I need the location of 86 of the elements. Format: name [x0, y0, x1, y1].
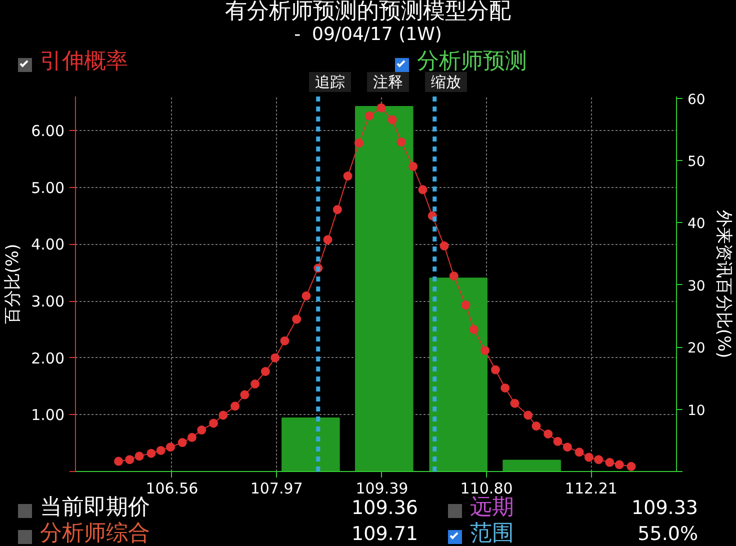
- point: [605, 458, 614, 467]
- point: [574, 448, 584, 457]
- point: [544, 430, 553, 438]
- point: [354, 138, 364, 148]
- point: [323, 235, 332, 244]
- y2-tick-label: 50: [688, 154, 706, 170]
- point: [187, 432, 196, 442]
- text: 远期: [470, 495, 514, 520]
- y-axis-title: 百分比(%): [3, 244, 24, 324]
- y2-tick-label: 30: [688, 278, 706, 294]
- text: 范围: [470, 521, 514, 546]
- point: [178, 438, 187, 448]
- text: 当前即期价: [40, 495, 150, 520]
- bar: [502, 460, 561, 472]
- y2-axis-title: 外来资讯百分比(%): [713, 210, 734, 358]
- point: [388, 115, 397, 124]
- bar: [282, 418, 340, 472]
- point: [418, 185, 428, 194]
- point: [240, 390, 250, 400]
- x-tick-label: 110.80: [460, 480, 513, 498]
- point: [562, 442, 572, 452]
- point: [218, 410, 228, 420]
- point: [280, 336, 290, 346]
- point: [332, 205, 342, 214]
- point: [156, 446, 166, 455]
- y-tick-label: 5.00: [31, 178, 65, 197]
- text: 109.36: [350, 496, 418, 520]
- point: [480, 346, 490, 355]
- point: [376, 103, 386, 112]
- point: [209, 418, 218, 428]
- point: [510, 398, 520, 408]
- point: [134, 452, 144, 461]
- point: [584, 452, 594, 462]
- point: [146, 448, 156, 458]
- point: [270, 353, 280, 362]
- point: [594, 455, 604, 464]
- text: 109.71: [350, 522, 418, 546]
- point: [524, 410, 533, 420]
- x-tick-label: 107.97: [250, 480, 303, 498]
- point: [250, 380, 260, 388]
- point: [166, 442, 175, 452]
- point: [532, 422, 541, 431]
- point: [440, 241, 449, 250]
- text: 55.0%: [636, 522, 698, 546]
- x-tick-label: 109.39: [356, 480, 408, 498]
- chart-subtitle: - 09/04/17 (1W): [293, 24, 443, 46]
- y-tick-label: 1.00: [31, 406, 65, 424]
- bar: [355, 106, 414, 472]
- y2-tick-label: 20: [688, 340, 706, 357]
- point: [197, 426, 206, 435]
- y2-tick-label: 60: [688, 92, 706, 108]
- text: 注释: [367, 72, 409, 92]
- text: 引伸概率: [40, 49, 128, 74]
- point: [292, 314, 302, 324]
- point: [449, 272, 458, 281]
- y2-tick-label: 10: [688, 402, 706, 419]
- point: [343, 172, 352, 181]
- point: [302, 291, 311, 300]
- point: [553, 436, 562, 446]
- series-label: 分析师预测: [417, 49, 527, 74]
- point: [469, 324, 478, 334]
- point: [125, 455, 134, 464]
- point: [614, 460, 624, 470]
- text: 分析师综合: [40, 521, 150, 546]
- y2-tick-label: 40: [688, 216, 706, 232]
- point: [260, 367, 270, 376]
- point: [500, 383, 510, 392]
- point: [230, 402, 240, 411]
- x-tick-label: 112.21: [564, 480, 618, 498]
- point: [114, 456, 124, 466]
- bar: [429, 278, 488, 472]
- text: 追踪: [309, 72, 351, 92]
- y-tick-label: 4.00: [31, 236, 65, 254]
- point: [490, 365, 500, 374]
- y-tick-label: 3.00: [31, 292, 65, 311]
- y-tick-label: 6.00: [31, 122, 65, 140]
- point: [626, 462, 636, 471]
- text: 缩放: [425, 72, 467, 92]
- chart-title: 有分析师预测的预测模型分配: [224, 0, 512, 24]
- x-tick-label: 106.56: [146, 480, 198, 498]
- y-tick-label: 2.00: [31, 349, 65, 368]
- point: [408, 162, 418, 171]
- point: [461, 300, 470, 310]
- point: [364, 111, 374, 120]
- text: 109.33: [630, 496, 698, 520]
- point: [396, 137, 406, 146]
